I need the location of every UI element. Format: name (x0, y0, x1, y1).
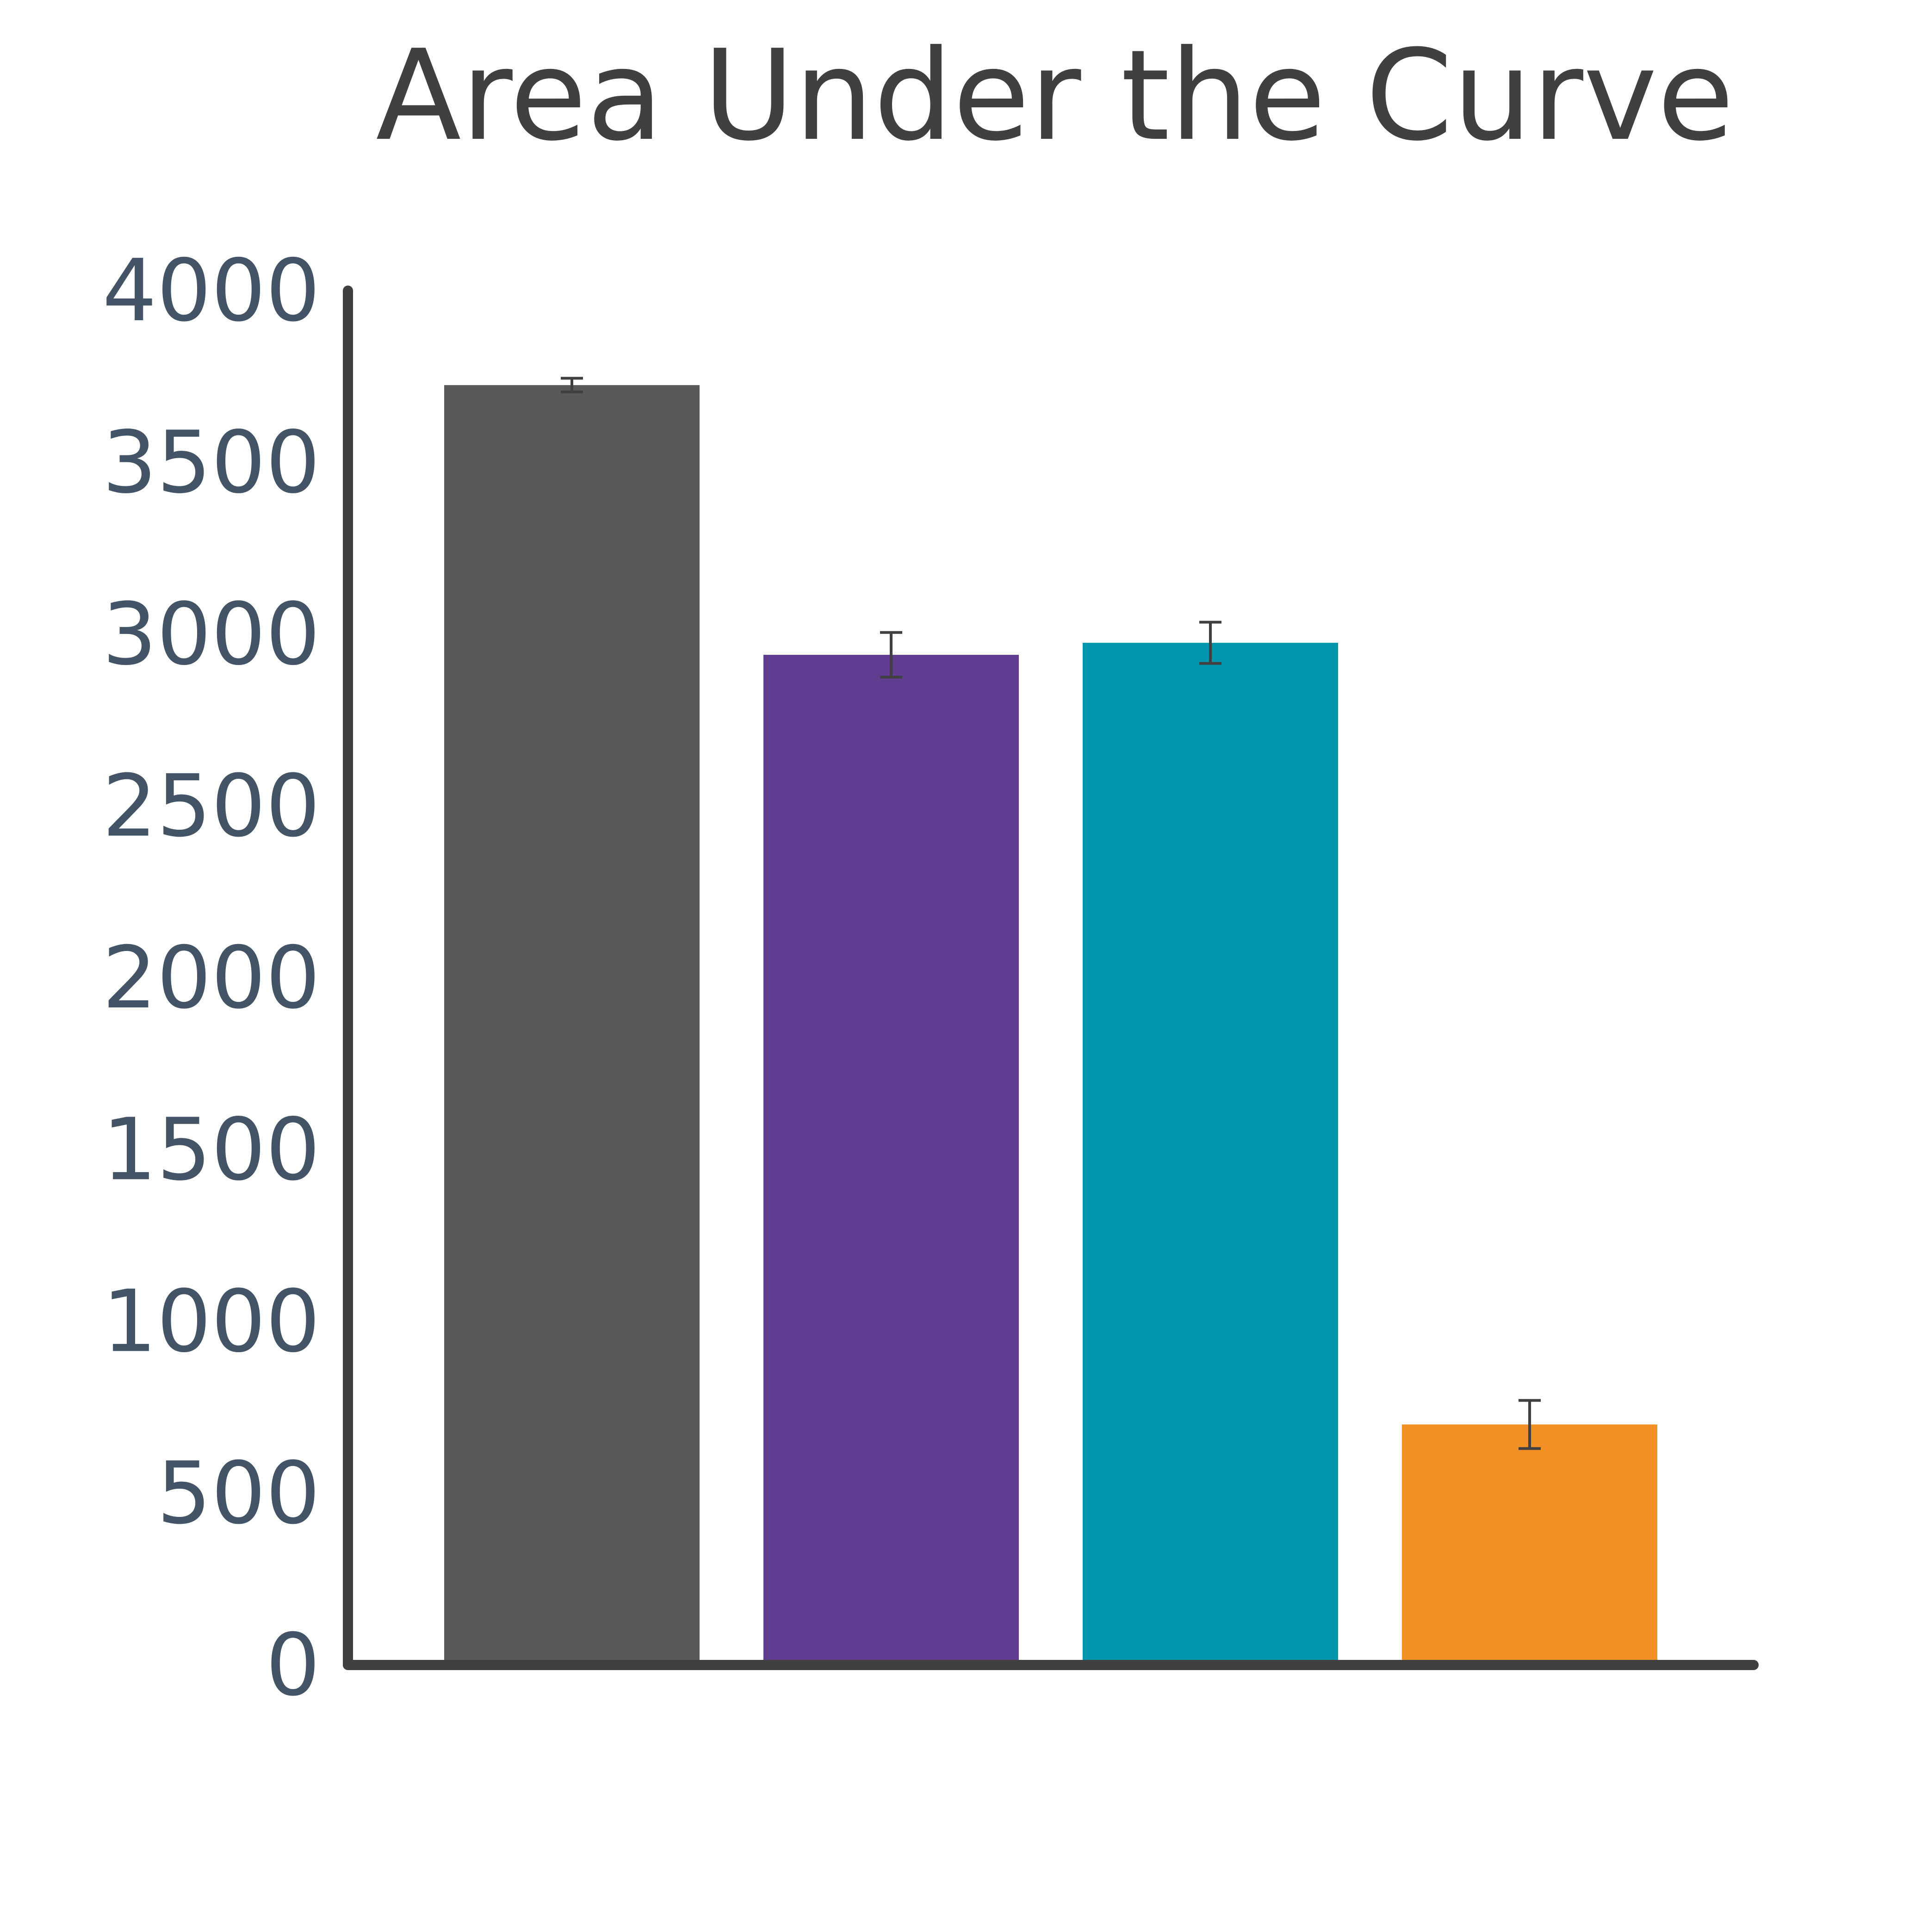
y-tick-label: 3000 (102, 584, 320, 684)
error-bars-group (561, 377, 1541, 1450)
bar (763, 655, 1019, 1665)
y-tick-label: 4000 (102, 241, 320, 341)
bar (1402, 1424, 1657, 1665)
error-bar (1519, 1399, 1541, 1450)
y-tick-label: 1500 (102, 1100, 320, 1199)
y-tick-label: 0 (266, 1615, 320, 1715)
axes-group (343, 286, 1759, 1670)
bars-group (444, 385, 1657, 1665)
y-axis-ticks: 0 500 1000 1500 2000 2500 3000 3500 4000 (102, 241, 320, 1715)
chart-title: Area Under the Curve (376, 23, 1734, 168)
bar (444, 385, 700, 1665)
bar (1083, 643, 1338, 1665)
error-bar (880, 631, 902, 679)
y-tick-label: 2500 (102, 756, 320, 856)
y-tick-label: 2000 (102, 928, 320, 1028)
y-tick-label: 500 (157, 1443, 320, 1543)
y-tick-label: 1000 (102, 1272, 320, 1372)
error-bar (561, 377, 583, 394)
y-tick-label: 3500 (102, 412, 320, 512)
error-bar (1199, 621, 1221, 665)
